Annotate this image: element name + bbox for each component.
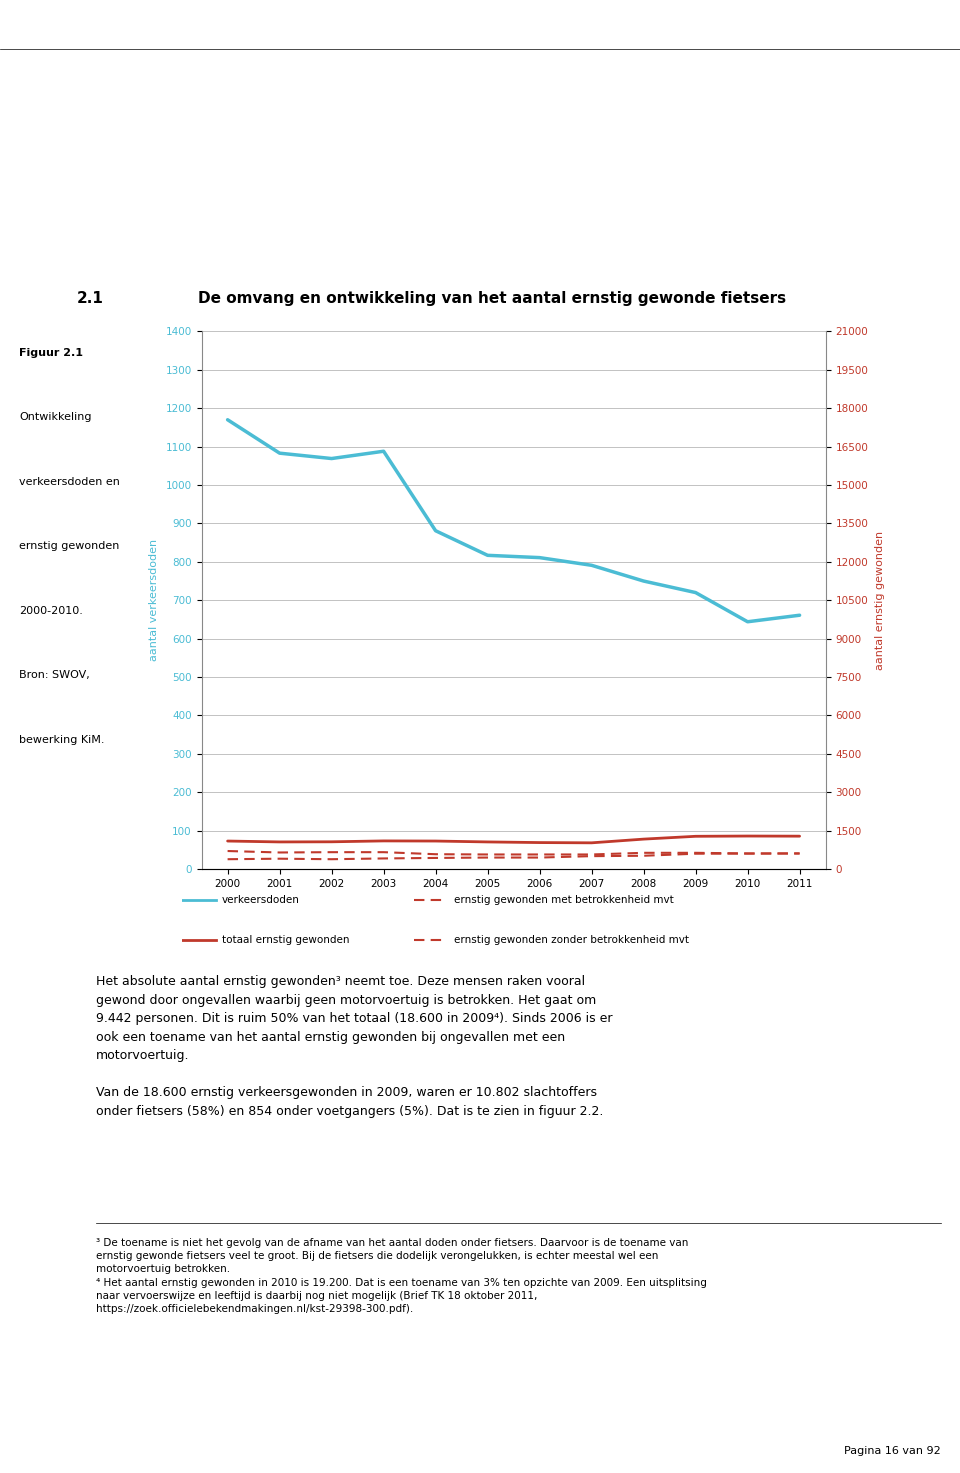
Y-axis label: aantal ernstig gewonden: aantal ernstig gewonden <box>876 530 885 670</box>
Text: Pagina 16 van 92: Pagina 16 van 92 <box>844 1446 941 1455</box>
Y-axis label: aantal verkeersdoden: aantal verkeersdoden <box>149 539 158 661</box>
Text: ³ De toename is niet het gevolg van de afname van het aantal doden onder fietser: ³ De toename is niet het gevolg van de a… <box>96 1237 707 1314</box>
Text: ernstig gewonden: ernstig gewonden <box>19 541 120 551</box>
Text: ernstig gewonden met betrokkenheid mvt: ernstig gewonden met betrokkenheid mvt <box>454 894 674 904</box>
Text: verkeersdoden en: verkeersdoden en <box>19 477 120 486</box>
Text: Ontwikkeling: Ontwikkeling <box>19 412 92 423</box>
Text: totaal ernstig gewonden: totaal ernstig gewonden <box>222 935 349 946</box>
Text: ernstig gewonden zonder betrokkenheid mvt: ernstig gewonden zonder betrokkenheid mv… <box>454 935 689 946</box>
Text: bewerking KiM.: bewerking KiM. <box>19 735 105 745</box>
Text: Figuur 2.1: Figuur 2.1 <box>19 348 84 358</box>
Text: Het absolute aantal ernstig gewonden³ neemt toe. Deze mensen raken vooral
gewond: Het absolute aantal ernstig gewonden³ ne… <box>96 975 612 1118</box>
Text: 2000-2010.: 2000-2010. <box>19 605 84 616</box>
Text: Bron: SWOV,: Bron: SWOV, <box>19 670 90 681</box>
Text: De omvang en ontwikkeling van het aantal ernstig gewonde fietsers: De omvang en ontwikkeling van het aantal… <box>198 290 786 306</box>
Text: verkeersdoden: verkeersdoden <box>222 894 300 904</box>
Text: 2.1: 2.1 <box>77 290 104 306</box>
